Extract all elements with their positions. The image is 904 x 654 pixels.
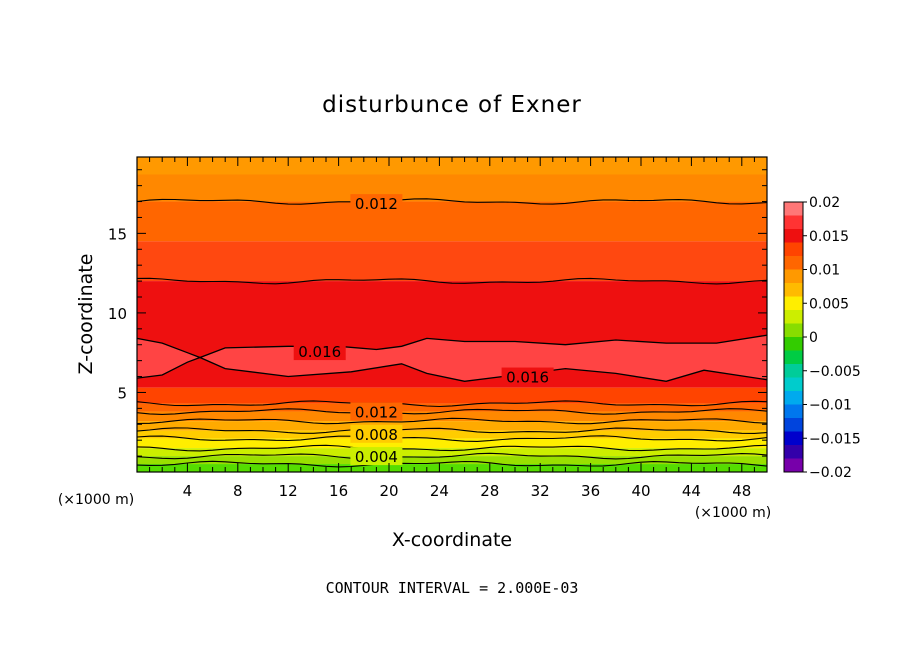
contour-band <box>137 241 767 282</box>
contour-label: 0.008 <box>355 426 398 444</box>
colorbar-swatch <box>784 242 803 257</box>
x-tick-label: 12 <box>279 482 298 500</box>
contour-band <box>137 456 767 465</box>
x-tick-label: 24 <box>430 482 449 500</box>
colorbar-swatch <box>784 215 803 230</box>
colorbar-swatch <box>784 458 803 473</box>
contour-line-0.016-upper <box>136 334 768 359</box>
x-tick-label: 20 <box>379 482 398 500</box>
colorbar-label: 0.02 <box>809 195 840 211</box>
y-axis-label: Z-coordinate <box>75 254 97 375</box>
colorbar-swatch <box>784 229 803 243</box>
contour-band <box>137 438 767 449</box>
colorbar-label: −0.015 <box>809 431 861 447</box>
y-tick-label: 5 <box>117 384 127 402</box>
x-tick-label: 4 <box>183 482 193 500</box>
y-tick-label: 10 <box>108 305 127 323</box>
x-tick-label: 40 <box>631 482 650 500</box>
contour-line <box>136 460 768 468</box>
contour-labels: 0.012 0.016 0.016 0.012 0.008 0.004 <box>293 194 554 466</box>
colorbar-swatch <box>784 310 803 324</box>
colorbar-swatch <box>784 256 803 270</box>
contour-interval-footer: CONTOUR INTERVAL = 2.000E-03 <box>326 579 579 597</box>
contour-line <box>136 444 768 452</box>
contour-line <box>136 417 768 425</box>
colorbar-swatch <box>784 391 803 405</box>
contour-band <box>137 403 767 412</box>
contour-line <box>136 452 768 460</box>
colorbar-swatch <box>784 418 803 432</box>
x-tick-label: 48 <box>732 482 751 500</box>
y-tick-label: 15 <box>108 225 127 243</box>
colorbar-label: 0 <box>809 330 818 346</box>
x-axis-unit: (×1000 m) <box>58 492 134 508</box>
contour-label-bg <box>350 424 403 443</box>
contour-band <box>137 430 767 439</box>
z-axis-unit: (×1000 m) <box>695 505 771 521</box>
colorbar-swatch <box>784 296 803 311</box>
colorbar-swatch <box>784 323 803 338</box>
contour-band <box>137 387 767 404</box>
contour-lines <box>136 198 768 468</box>
x-tick-label: 44 <box>682 482 701 500</box>
colorbar-label: −0.01 <box>809 398 852 414</box>
contour-line <box>136 400 768 408</box>
x-tick-label: 8 <box>233 482 243 500</box>
contour-band <box>137 201 767 242</box>
colorbar-label: 0.005 <box>809 296 849 312</box>
contour-label: 0.004 <box>355 448 398 466</box>
contour-line <box>136 435 768 442</box>
colorbar-swatch <box>784 269 803 284</box>
contour-band <box>137 157 767 175</box>
plot-area <box>137 157 767 472</box>
contour-line <box>136 198 768 205</box>
contour-label-bg <box>293 342 346 361</box>
colorbar-swatch <box>784 404 803 419</box>
contour-line <box>136 277 768 285</box>
colorbar-label: −0.005 <box>809 364 861 380</box>
contour-label: 0.012 <box>355 195 398 213</box>
contour-label: 0.016 <box>298 343 341 361</box>
contour-label-bg <box>350 194 403 213</box>
contour-band <box>137 411 767 422</box>
contour-band <box>137 448 767 457</box>
colorbar-swatch <box>784 431 803 446</box>
contour-line-0.016-lower <box>136 356 768 382</box>
x-axis-label: X-coordinate <box>392 529 512 551</box>
colorbar-swatch <box>784 445 803 459</box>
contour-label: 0.012 <box>355 404 398 422</box>
chart-title: disturbunce of Exner <box>322 92 582 118</box>
contour-label-bg <box>350 447 403 466</box>
colorbar-swatch <box>784 364 803 378</box>
x-tick-label: 32 <box>531 482 550 500</box>
colorbar-swatch <box>784 350 803 365</box>
colorbar-swatch <box>784 377 803 392</box>
contour-label-bg <box>350 402 403 421</box>
colorbar-swatch <box>784 202 803 216</box>
colorbar-swatch <box>784 337 803 351</box>
x-tick-label: 36 <box>581 482 600 500</box>
contour-band <box>137 174 767 202</box>
colorbar-label: −0.02 <box>809 465 852 481</box>
colorbar-swatch <box>784 283 803 297</box>
contour-label: 0.016 <box>506 369 549 387</box>
contour-band <box>137 421 767 431</box>
colorbar-label: 0.015 <box>809 229 849 245</box>
contour-line <box>136 408 768 415</box>
colorbar-label: 0.01 <box>809 263 840 279</box>
x-tick-label: 16 <box>329 482 348 500</box>
colorbar: 0.02 0.015 0.01 0.005 0 −0.005 −0.01 −0.015 −0.0… <box>783 195 861 481</box>
x-tick-label: 28 <box>480 482 499 500</box>
contour-label-bg <box>501 367 554 386</box>
contour-line <box>136 427 768 434</box>
